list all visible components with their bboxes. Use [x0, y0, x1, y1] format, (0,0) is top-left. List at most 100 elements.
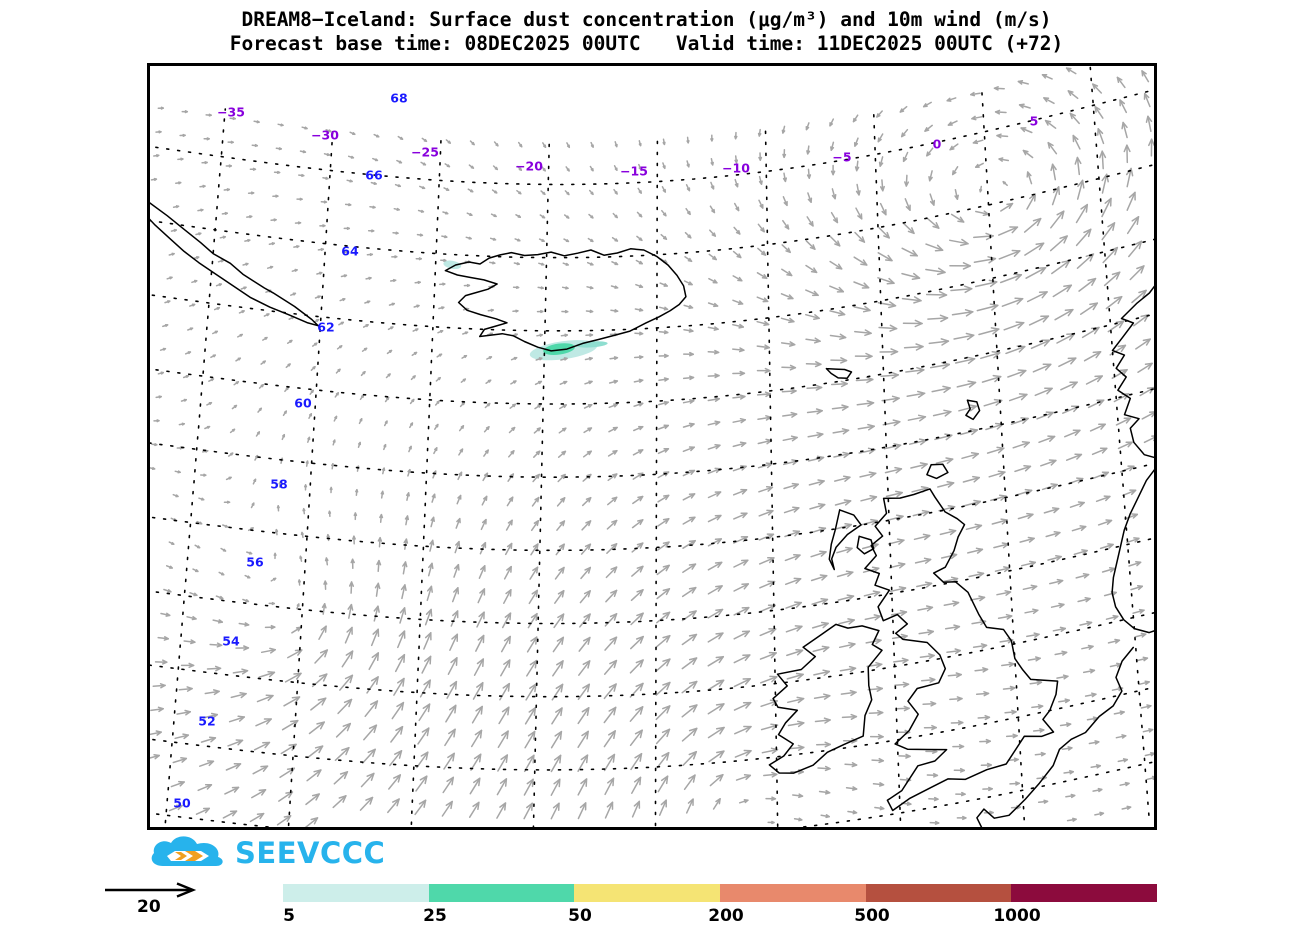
wind-barb [288, 341, 292, 344]
wind-barb [426, 610, 432, 625]
wind-barb [464, 285, 469, 287]
wind-barb [735, 727, 751, 734]
wind-barb [292, 627, 301, 633]
wind-barb [508, 474, 513, 481]
page-title: DREAM8−Iceland: Surface dust concentrati… [0, 8, 1293, 32]
wind-barb [329, 511, 331, 516]
coastline-greenland-se [150, 197, 318, 325]
wind-barb [875, 807, 884, 810]
wind-barb [864, 591, 879, 596]
wind-barb [632, 777, 641, 793]
wind-barb [217, 284, 222, 286]
map-panel[interactable] [147, 63, 1157, 830]
wind-barb [252, 145, 257, 147]
wind-barb [1051, 211, 1064, 228]
wind-barb [903, 297, 922, 303]
wind-barb [179, 687, 192, 691]
wind-barb [609, 404, 617, 407]
wind-barb [380, 515, 383, 523]
wind-barb [999, 615, 1012, 619]
wind-barb [854, 307, 870, 312]
wind-barb [396, 655, 405, 672]
wind-barb [708, 374, 719, 378]
wind-barb [1145, 94, 1150, 107]
wind-barb [920, 654, 934, 658]
wind-barb [1025, 219, 1041, 233]
wind-barb [198, 209, 203, 211]
wind-barb [708, 586, 722, 594]
wind-barb [734, 252, 741, 258]
wind-barb [814, 670, 829, 675]
wind-barb [861, 496, 876, 501]
wind-barb [606, 567, 616, 577]
wind-barb [1067, 68, 1076, 74]
wind-barb [344, 228, 349, 230]
wind-barb [1147, 777, 1154, 780]
wind-barb [1005, 710, 1016, 714]
wind-barb [438, 331, 443, 333]
wind-barb [735, 703, 751, 711]
wind-barb [402, 585, 406, 599]
wind-barb [1093, 84, 1102, 93]
wind-barb [461, 403, 465, 407]
colorbar-segment-200 [720, 884, 866, 902]
wind-barb [219, 572, 224, 574]
wind-barb [216, 596, 222, 599]
wind-barb [855, 138, 858, 146]
wind-barb [1021, 128, 1032, 133]
wind-barb [762, 724, 778, 729]
wind-barb [659, 378, 668, 381]
wind-barb [685, 775, 695, 789]
wind-barb [182, 663, 194, 667]
wind-barb [1020, 104, 1031, 108]
wind-barb [337, 724, 351, 737]
wind-barb [683, 517, 695, 524]
wind-barb [946, 625, 960, 630]
wind-barb [333, 796, 346, 808]
wind-barb [635, 309, 642, 311]
wind-barb [533, 498, 539, 506]
wind-barb [840, 643, 855, 648]
wind-barb [979, 328, 999, 335]
wind-barb [659, 449, 669, 454]
wind-barb [1051, 164, 1056, 179]
wind-barb [555, 591, 564, 604]
wind-barb [559, 428, 566, 433]
wind-barb [359, 443, 361, 448]
wind-barb [388, 351, 392, 354]
wind-barb [1135, 633, 1146, 637]
wind-barb [1004, 322, 1024, 330]
wind-barb [172, 230, 177, 232]
wind-barb [421, 680, 431, 697]
wind-barb [1100, 151, 1106, 168]
chart-title-block: DREAM8−Iceland: Surface dust concentrati… [0, 8, 1293, 56]
wind-barb [1048, 143, 1056, 154]
wind-barb [1091, 424, 1106, 431]
wind-barb [524, 779, 533, 795]
wind-barb [221, 549, 225, 552]
wind-barb [1084, 669, 1095, 673]
wind-barb [634, 403, 643, 406]
wind-barb [251, 814, 264, 822]
wind-barb [398, 631, 405, 647]
wind-barb [957, 381, 975, 387]
wind-barb [1145, 436, 1155, 442]
wind-barb [459, 449, 463, 455]
wind-barb [758, 248, 766, 255]
wind-barb [902, 130, 908, 137]
seevccc-logo[interactable]: SEEVCCC [147, 832, 362, 874]
wind-barb [928, 219, 939, 229]
wind-barb [478, 589, 484, 603]
wind-barb [1017, 490, 1032, 495]
wind-barb [378, 538, 381, 547]
wind-barb [1133, 610, 1144, 614]
wind-barb [733, 372, 745, 376]
wind-barb [711, 159, 713, 165]
wind-barb [182, 400, 187, 402]
wind-barb [972, 116, 982, 119]
wind-barb [495, 142, 498, 146]
wind-barb [462, 356, 466, 358]
wind-barb [318, 249, 323, 251]
wind-barb [709, 279, 717, 283]
wind-barb [631, 754, 642, 770]
